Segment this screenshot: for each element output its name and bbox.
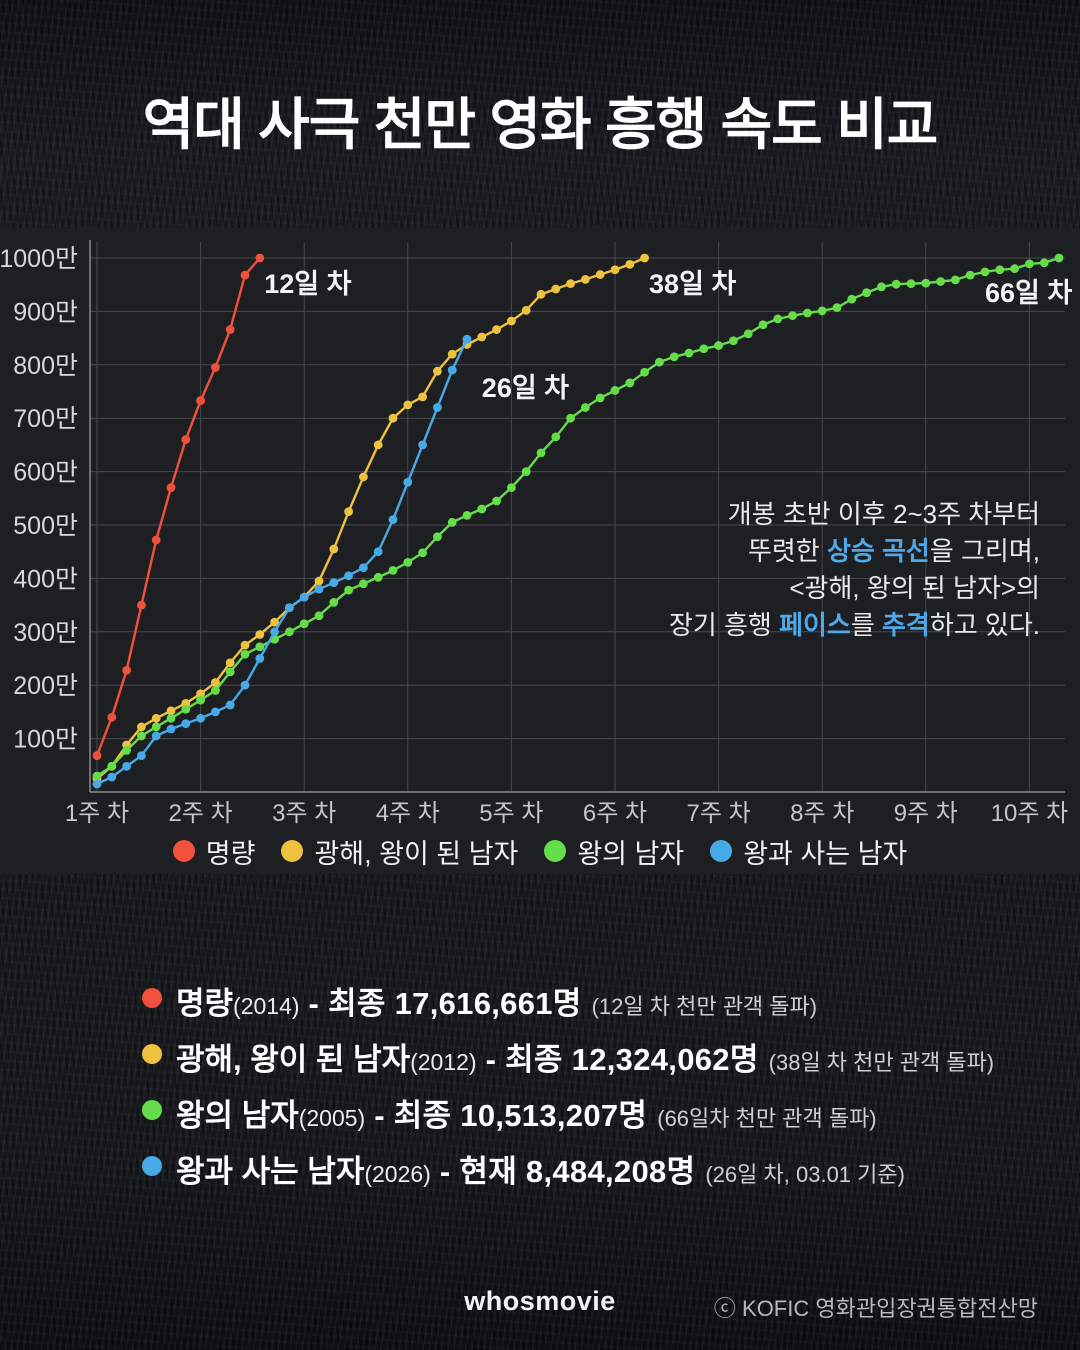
svg-text:38일 차: 38일 차 bbox=[649, 269, 736, 299]
movie-name: 광해, 왕이 된 남자 bbox=[176, 1042, 411, 1077]
svg-text:800만: 800만 bbox=[13, 352, 78, 380]
svg-text:700만: 700만 bbox=[13, 405, 78, 433]
movie-note: (38일 차 천만 관객 돌파) bbox=[768, 1050, 995, 1075]
legend-label: 왕과 사는 남자 bbox=[743, 838, 908, 869]
svg-text:100만: 100만 bbox=[13, 726, 78, 754]
movie-name: 왕과 사는 남자 bbox=[176, 1154, 365, 1189]
movie-note: (26일 차, 03.01 기준) bbox=[705, 1162, 905, 1187]
brand-logo: whosmovie bbox=[464, 1286, 616, 1316]
stat-color-dot bbox=[142, 1044, 162, 1064]
svg-text:900만: 900만 bbox=[13, 298, 78, 326]
legend-label: 왕의 남자 bbox=[577, 838, 685, 869]
svg-text:200만: 200만 bbox=[13, 672, 78, 700]
legend-color-dot bbox=[281, 840, 304, 862]
movie-name: 왕의 남자 bbox=[176, 1098, 299, 1133]
movie-total: - 현재 8,484,208명 bbox=[439, 1154, 696, 1189]
source-credit: ⓒ KOFIC 영화관입장권통합전산망 bbox=[713, 1296, 1038, 1321]
chart-callout: 개봉 초반 이후 2~3주 차부터 뚜렷한 상승 곡선을 그리며, <광해, 왕의 … bbox=[668, 499, 1040, 640]
stat-row-gwanghae: 광해, 왕이 된 남자 (2012) - 최종 12,324,062명 (38일… bbox=[142, 1034, 995, 1077]
svg-text:600만: 600만 bbox=[13, 459, 78, 487]
svg-text:66일 차: 66일 차 bbox=[985, 278, 1072, 308]
stat-row-living-with-king: 왕과 사는 남자 (2026) - 현재 8,484,208명 (26일 차, … bbox=[142, 1146, 994, 1189]
chart-legend: 명량 광해, 왕이 된 남자 왕의 남자 왕과 사는 남자 bbox=[0, 828, 1080, 874]
page-title: 역대 사극 천만 영화 흥행 속도 비교 bbox=[142, 93, 939, 156]
svg-text:6주 차: 6주 차 bbox=[583, 800, 647, 827]
chart-panel: 100만 200만 300만 400만 500만 600만 700만 800만 900만 1000… bbox=[0, 228, 1080, 874]
movie-note: (66일차 천만 관객 돌파) bbox=[657, 1106, 877, 1131]
stat-row-myeongnyang: 명량 (2014) - 최종 17,616,661명 (12일 차 천만 관객 … bbox=[142, 978, 994, 1021]
svg-text:7주 차: 7주 차 bbox=[687, 800, 751, 827]
svg-text:1000만: 1000만 bbox=[0, 245, 78, 273]
svg-text:12일 차: 12일 차 bbox=[264, 269, 351, 299]
legend-item-myeongnyang: 명량 bbox=[172, 832, 256, 871]
svg-text:300만: 300만 bbox=[13, 619, 78, 647]
legend-color-dot bbox=[544, 840, 567, 862]
svg-text:2주 차: 2주 차 bbox=[169, 800, 233, 827]
legend-label: 광해, 왕이 된 남자 bbox=[314, 838, 519, 869]
stat-color-dot bbox=[142, 1100, 162, 1120]
svg-text:1주 차: 1주 차 bbox=[65, 800, 129, 827]
svg-text:9주 차: 9주 차 bbox=[894, 800, 958, 827]
movie-total: - 최종 12,324,062명 bbox=[485, 1042, 759, 1077]
movie-year: (2026) bbox=[364, 1161, 431, 1187]
stat-color-dot bbox=[142, 1156, 162, 1176]
legend-color-dot bbox=[710, 840, 733, 862]
legend-item-gwanghae: 광해, 왕이 된 남자 bbox=[281, 832, 518, 871]
movie-year: (2012) bbox=[410, 1049, 477, 1075]
legend-label: 명량 bbox=[205, 838, 256, 869]
legend-item-king-and-clown: 왕의 남자 bbox=[544, 832, 684, 871]
svg-text:26일 차: 26일 차 bbox=[482, 373, 569, 403]
svg-text:8주 차: 8주 차 bbox=[790, 800, 854, 827]
movie-year: (2014) bbox=[233, 993, 300, 1019]
svg-text:10주 차: 10주 차 bbox=[991, 800, 1069, 827]
stats-list: 명량 (2014) - 최종 17,616,661명 (12일 차 천만 관객 … bbox=[142, 978, 994, 1202]
box-office-line-chart: 100만 200만 300만 400만 500만 600만 700만 800만 900만 1000… bbox=[0, 240, 1072, 827]
svg-text:5주 차: 5주 차 bbox=[479, 800, 543, 827]
svg-text:4주 차: 4주 차 bbox=[376, 800, 440, 827]
movie-total: - 최종 10,513,207명 bbox=[374, 1098, 648, 1133]
legend-color-dot bbox=[172, 840, 195, 862]
stat-row-king-and-clown: 왕의 남자 (2005) - 최종 10,513,207명 (66일차 천만 관… bbox=[142, 1090, 994, 1133]
svg-text:400만: 400만 bbox=[13, 565, 78, 593]
movie-note: (12일 차 천만 관객 돌파) bbox=[591, 994, 818, 1019]
movie-year: (2005) bbox=[298, 1105, 366, 1131]
movie-name: 명량 bbox=[176, 986, 234, 1021]
movie-total: - 최종 17,616,661명 bbox=[308, 986, 582, 1021]
svg-text:3주 차: 3주 차 bbox=[272, 800, 336, 827]
legend-item-living-with-king: 왕과 사는 남자 bbox=[710, 832, 907, 871]
stat-color-dot bbox=[142, 988, 162, 1008]
svg-text:500만: 500만 bbox=[13, 512, 78, 540]
